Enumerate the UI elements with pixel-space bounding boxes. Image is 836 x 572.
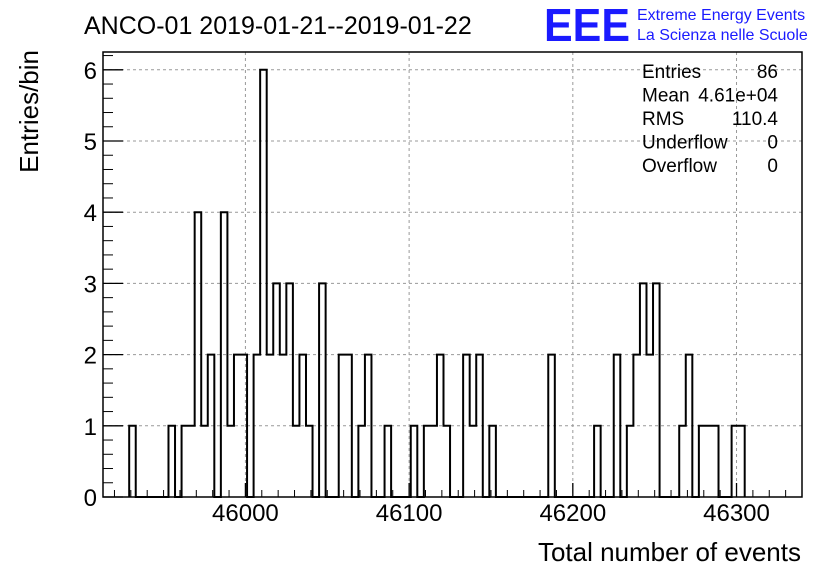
plot-frame bbox=[102, 51, 803, 498]
y-tick-label: 6 bbox=[84, 58, 97, 85]
histogram-bin bbox=[738, 426, 745, 497]
histogram-bin bbox=[319, 283, 326, 497]
stats-label: Mean bbox=[642, 86, 690, 107]
histogram-bin bbox=[267, 355, 274, 497]
histogram-bin bbox=[705, 426, 712, 497]
stats-value: 0 bbox=[767, 133, 778, 154]
stats-label: Entries bbox=[642, 62, 701, 83]
histogram-bin bbox=[489, 426, 496, 497]
stats-value: 110.4 bbox=[732, 109, 779, 130]
y-tick-label: 3 bbox=[84, 271, 97, 298]
histogram-bin bbox=[699, 426, 706, 497]
stats-value: 0 bbox=[767, 156, 778, 177]
histogram-bin bbox=[306, 426, 313, 497]
histogram-bin bbox=[424, 426, 431, 497]
x-tick-label: 46300 bbox=[703, 500, 770, 527]
stats-value: 86 bbox=[757, 62, 778, 83]
histogram-bin bbox=[182, 426, 189, 497]
logo-line2: La Scienza nelle Scuole bbox=[637, 27, 808, 44]
histogram-bin bbox=[234, 355, 241, 497]
histogram-bin bbox=[679, 426, 686, 497]
y-tick-label: 1 bbox=[84, 414, 97, 441]
histogram-bin bbox=[273, 283, 280, 497]
eee-logo: EEE Extreme Energy Events La Scienza nel… bbox=[544, 0, 808, 51]
histogram-bin bbox=[345, 355, 352, 497]
logo-line1: Extreme Energy Events bbox=[637, 7, 805, 24]
histogram-bin bbox=[633, 355, 640, 497]
histogram-bin bbox=[686, 355, 693, 497]
y-tick-label: 0 bbox=[84, 485, 97, 512]
stats-label: RMS bbox=[642, 109, 684, 130]
histogram-bin bbox=[299, 355, 306, 497]
x-axis-label: Total number of events bbox=[538, 537, 801, 567]
histogram-bin bbox=[188, 426, 195, 497]
histogram-bin bbox=[443, 426, 450, 497]
histogram-bin bbox=[385, 426, 392, 497]
histogram-bin bbox=[430, 426, 437, 497]
histogram-bin bbox=[260, 70, 267, 497]
y-tick-labels: 0 1 2 3 4 5 6 bbox=[84, 58, 97, 512]
histogram-bin bbox=[293, 426, 300, 497]
logo-mark: EEE bbox=[544, 0, 630, 51]
histogram-bin bbox=[437, 355, 444, 497]
stats-value: 4.61e+04 bbox=[698, 86, 778, 107]
histogram-bin bbox=[365, 355, 372, 497]
histogram-bin bbox=[653, 283, 660, 497]
histogram-bin bbox=[227, 426, 234, 497]
histogram-bin bbox=[286, 283, 293, 497]
axis-ticks bbox=[103, 55, 803, 498]
histogram-bin bbox=[358, 426, 365, 497]
histogram-bin bbox=[712, 426, 719, 497]
histogram-bin bbox=[195, 212, 202, 497]
histogram-bin bbox=[339, 355, 346, 497]
histogram-bin bbox=[168, 426, 175, 497]
x-tick-labels: 46000 46100 46200 46300 bbox=[212, 500, 770, 527]
histogram-bin bbox=[548, 355, 555, 497]
histogram-bin bbox=[411, 426, 418, 497]
histogram-bin bbox=[614, 355, 621, 497]
histogram-bin bbox=[221, 212, 228, 497]
stats-label: Overflow bbox=[642, 156, 717, 177]
y-tick-label: 2 bbox=[84, 343, 97, 370]
y-axis-label: Entries/bin bbox=[14, 50, 44, 173]
histogram-bin bbox=[627, 426, 634, 497]
histogram-bin bbox=[208, 355, 215, 497]
x-tick-label: 46000 bbox=[212, 500, 279, 527]
x-tick-label: 46100 bbox=[376, 500, 443, 527]
histogram-bin bbox=[476, 355, 483, 497]
histogram-bin bbox=[732, 426, 739, 497]
histogram-bin bbox=[280, 355, 287, 497]
histogram-bin bbox=[470, 426, 477, 497]
histogram-bin bbox=[463, 355, 470, 497]
histogram-bin bbox=[594, 426, 601, 497]
stats-label: Underflow bbox=[642, 133, 728, 154]
x-tick-label: 46200 bbox=[539, 500, 606, 527]
histogram-bin bbox=[201, 426, 208, 497]
y-tick-label: 5 bbox=[84, 129, 97, 156]
chart-title: ANCO-01 2019-01-21--2019-01-22 bbox=[84, 12, 472, 40]
y-tick-label: 4 bbox=[84, 200, 97, 227]
histogram-bin bbox=[646, 355, 653, 497]
histogram-bin bbox=[241, 355, 248, 497]
grid-lines bbox=[103, 52, 802, 497]
histogram-bin bbox=[640, 283, 647, 497]
histogram-bin bbox=[254, 355, 261, 497]
histogram-bin bbox=[129, 426, 136, 497]
